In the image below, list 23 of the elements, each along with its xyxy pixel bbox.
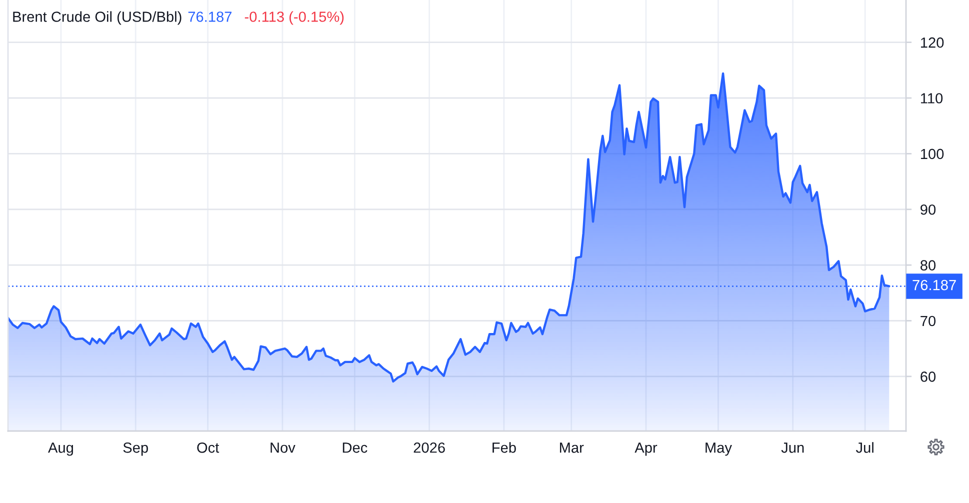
- x-tick-label: May: [706, 442, 732, 456]
- annotation: -0.113 (-0.15%): [244, 11, 344, 25]
- y-tick-label: 90: [920, 204, 936, 215]
- ref-line-label: 76.187: [912, 280, 956, 290]
- x-tick-label: Dec: [342, 442, 368, 453]
- x-tick-label: Feb: [492, 442, 516, 453]
- y-tick-label: 100: [921, 148, 944, 160]
- x-tick-label: Nov: [270, 442, 296, 453]
- x-tick-label: Jun: [781, 442, 804, 453]
- y-tick-label: 120: [921, 37, 944, 48]
- x-tick-label: Jul: [856, 442, 874, 453]
- text: Brent Crude Oil (USD/Bbl): [13, 11, 182, 25]
- x-tick-label: Oct: [197, 442, 220, 453]
- y-tick-label: 110: [921, 93, 943, 104]
- y-tick-label: 80: [920, 260, 936, 270]
- y-tick-label: 70: [920, 316, 936, 326]
- y-tick-label: 60: [920, 372, 936, 382]
- x-tick-label: Mar: [560, 442, 584, 453]
- x-tick-label: Sep: [123, 442, 148, 456]
- annotation: 76.187: [188, 12, 232, 22]
- x-tick-label: Aug: [48, 442, 73, 456]
- x-tick-label: 2026: [414, 442, 445, 453]
- x-tick-label: Apr: [634, 442, 658, 456]
